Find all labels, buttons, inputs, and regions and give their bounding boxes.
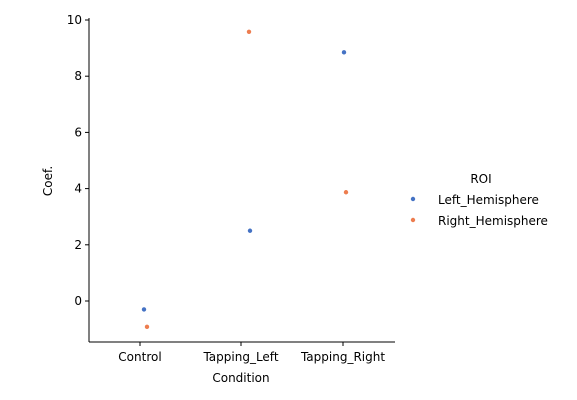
y-tick-label: 0 [74, 294, 82, 308]
y-tick-label: 6 [74, 125, 82, 139]
x-tick-label: Tapping_Left [202, 350, 278, 364]
y-tick-label: 4 [74, 182, 82, 196]
legend-label-right-hemisphere: Right_Hemisphere [438, 214, 548, 228]
legend-label-left-hemisphere: Left_Hemisphere [438, 193, 539, 207]
data-point-left-hemisphere [341, 50, 347, 55]
data-point-left-hemisphere [141, 307, 147, 312]
y-ticks: 0 2 4 6 8 10 [67, 13, 89, 308]
legend-marker-left-hemisphere [410, 196, 416, 202]
data-point-right-hemisphere [343, 190, 349, 195]
data-point-right-hemisphere [246, 29, 252, 35]
x-axis-label: Condition [212, 371, 269, 385]
data-point-left-hemisphere [247, 228, 253, 233]
y-axis-label: Coef. [41, 166, 55, 196]
legend: ROI Left_Hemisphere Right_Hemisphere [410, 172, 548, 228]
legend-title: ROI [470, 172, 491, 186]
x-tick-label: Tapping_Right [300, 350, 385, 364]
data-points [141, 29, 349, 330]
y-tick-label: 2 [74, 238, 82, 252]
legend-marker-right-hemisphere [410, 217, 416, 223]
data-point-right-hemisphere [144, 324, 150, 330]
y-tick-label: 8 [74, 69, 82, 83]
x-tick-label: Control [118, 350, 161, 364]
y-tick-label: 10 [67, 13, 82, 27]
x-ticks: Control Tapping_Left Tapping_Right [118, 342, 385, 364]
axes [88, 18, 395, 343]
